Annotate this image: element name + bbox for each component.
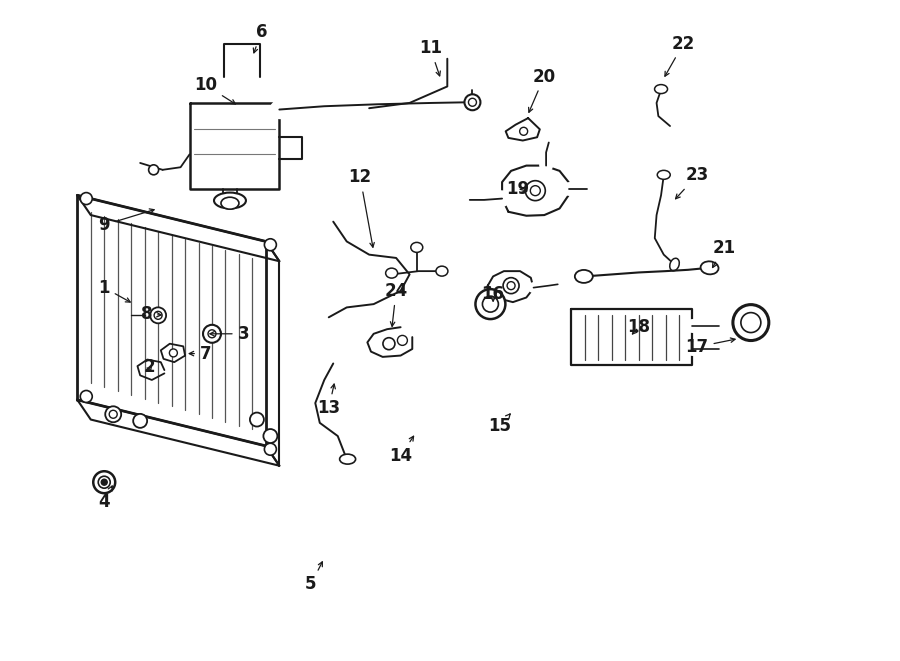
- Text: 21: 21: [713, 239, 735, 268]
- Ellipse shape: [436, 266, 448, 276]
- Text: 11: 11: [418, 39, 442, 76]
- Text: 3: 3: [210, 325, 249, 343]
- Circle shape: [526, 180, 545, 201]
- Circle shape: [80, 192, 93, 204]
- Text: 14: 14: [389, 436, 414, 465]
- Text: 18: 18: [627, 318, 650, 336]
- Text: 10: 10: [194, 76, 236, 104]
- Circle shape: [98, 476, 110, 488]
- Text: 2: 2: [143, 358, 155, 376]
- Text: 20: 20: [528, 67, 556, 112]
- Circle shape: [733, 305, 769, 340]
- Text: 9: 9: [98, 209, 154, 234]
- Circle shape: [469, 98, 476, 106]
- Circle shape: [105, 407, 122, 422]
- Circle shape: [150, 307, 166, 323]
- Circle shape: [741, 313, 760, 332]
- Circle shape: [148, 165, 158, 175]
- Circle shape: [109, 410, 117, 418]
- Circle shape: [250, 412, 264, 426]
- Circle shape: [265, 239, 276, 251]
- Circle shape: [398, 335, 408, 346]
- Text: 5: 5: [305, 562, 322, 594]
- Text: 24: 24: [384, 282, 408, 327]
- Circle shape: [503, 278, 519, 293]
- Circle shape: [101, 479, 107, 485]
- Text: 16: 16: [482, 285, 505, 303]
- Circle shape: [80, 391, 93, 403]
- Ellipse shape: [670, 258, 680, 271]
- Text: 13: 13: [317, 384, 340, 417]
- Circle shape: [154, 311, 162, 319]
- Circle shape: [203, 325, 221, 343]
- Ellipse shape: [575, 270, 593, 283]
- Circle shape: [464, 95, 481, 110]
- Circle shape: [208, 330, 216, 338]
- Circle shape: [519, 128, 527, 136]
- Ellipse shape: [339, 454, 356, 464]
- Text: 17: 17: [686, 338, 735, 356]
- Ellipse shape: [410, 243, 423, 253]
- Text: 8: 8: [140, 305, 161, 323]
- Ellipse shape: [700, 261, 718, 274]
- Circle shape: [507, 282, 515, 290]
- Ellipse shape: [657, 171, 670, 179]
- Circle shape: [133, 414, 147, 428]
- Text: 1: 1: [98, 279, 130, 302]
- Ellipse shape: [214, 192, 246, 208]
- Text: 6: 6: [253, 23, 267, 53]
- Circle shape: [475, 289, 506, 319]
- Circle shape: [264, 429, 277, 443]
- Ellipse shape: [385, 268, 398, 278]
- Circle shape: [169, 349, 177, 357]
- Ellipse shape: [654, 85, 668, 94]
- Ellipse shape: [221, 197, 239, 209]
- Text: 7: 7: [189, 344, 212, 363]
- Circle shape: [482, 296, 499, 312]
- Text: 23: 23: [676, 167, 708, 199]
- Text: 12: 12: [348, 169, 374, 247]
- Text: 19: 19: [506, 180, 529, 198]
- Circle shape: [265, 444, 276, 455]
- Text: 15: 15: [488, 414, 511, 435]
- Circle shape: [382, 338, 395, 350]
- Text: 22: 22: [665, 34, 695, 76]
- Circle shape: [94, 471, 115, 493]
- Text: 4: 4: [98, 486, 112, 511]
- Circle shape: [530, 186, 540, 196]
